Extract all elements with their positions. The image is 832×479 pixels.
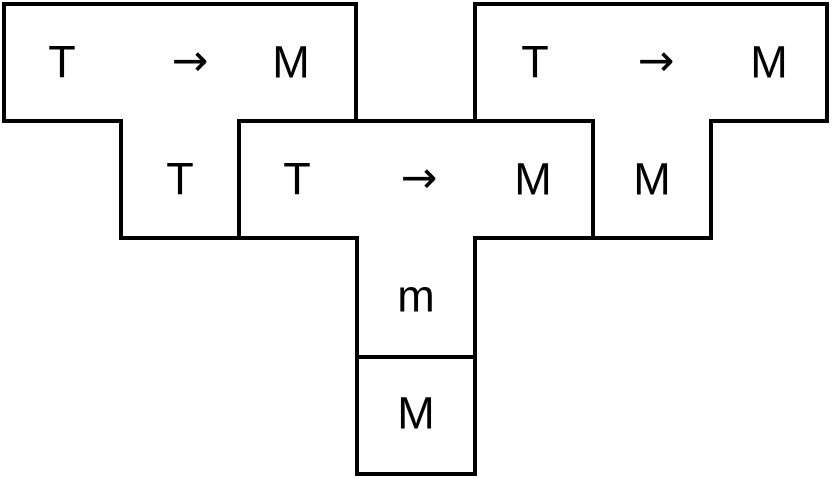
top-left-tile-right-label: M <box>272 37 310 88</box>
top-right-tile-arrow: → <box>638 36 675 87</box>
bottom-cell-label: M <box>397 388 435 439</box>
middle-tile-below-label: m <box>397 271 435 322</box>
top-left-tile-left-label: T <box>48 37 76 88</box>
middle-tile-right-label: M <box>514 154 552 205</box>
middle-tile-arrow: → <box>401 153 438 204</box>
top-right-tile-right-label: M <box>750 37 788 88</box>
top-left-tile-arrow: → <box>172 36 209 87</box>
top-right-tile-left-label: T <box>521 37 549 88</box>
top-left-tile-below-label: T <box>166 154 194 205</box>
bottom-cell-outline <box>355 355 477 476</box>
middle-tile-left-label: T <box>283 154 311 205</box>
top-right-tile-below-label: M <box>633 154 671 205</box>
